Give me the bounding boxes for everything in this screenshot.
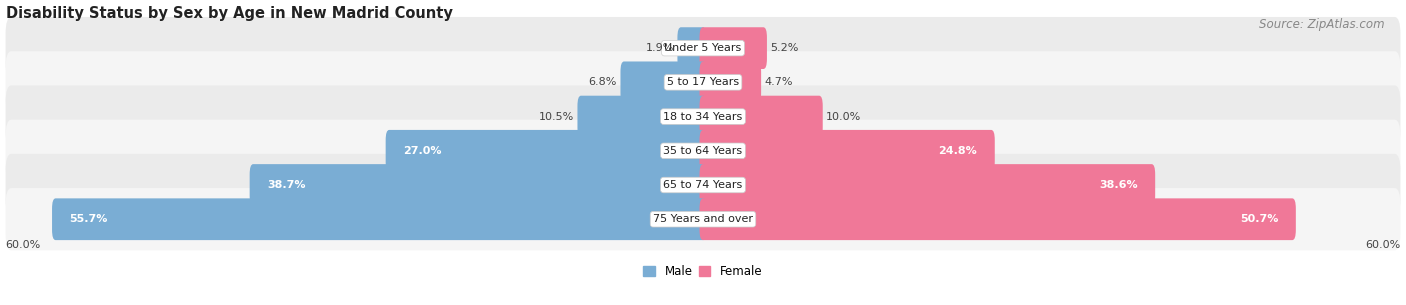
Text: 50.7%: 50.7% (1240, 214, 1278, 224)
FancyBboxPatch shape (6, 188, 1400, 250)
FancyBboxPatch shape (700, 96, 823, 138)
FancyBboxPatch shape (6, 154, 1400, 216)
FancyBboxPatch shape (385, 130, 706, 172)
FancyBboxPatch shape (52, 198, 706, 240)
FancyBboxPatch shape (700, 130, 995, 172)
Text: 35 to 64 Years: 35 to 64 Years (664, 146, 742, 156)
Text: Under 5 Years: Under 5 Years (665, 43, 741, 53)
Text: 75 Years and over: 75 Years and over (652, 214, 754, 224)
Text: 10.0%: 10.0% (827, 112, 862, 122)
Text: 5.2%: 5.2% (770, 43, 799, 53)
Text: 10.5%: 10.5% (538, 112, 574, 122)
Text: 1.9%: 1.9% (645, 43, 673, 53)
Text: Disability Status by Sex by Age in New Madrid County: Disability Status by Sex by Age in New M… (6, 5, 453, 20)
Text: 65 to 74 Years: 65 to 74 Years (664, 180, 742, 190)
Text: 38.6%: 38.6% (1099, 180, 1137, 190)
Text: Source: ZipAtlas.com: Source: ZipAtlas.com (1260, 18, 1385, 31)
FancyBboxPatch shape (6, 85, 1400, 148)
Text: 60.0%: 60.0% (6, 240, 41, 250)
FancyBboxPatch shape (6, 17, 1400, 79)
Text: 60.0%: 60.0% (1365, 240, 1400, 250)
FancyBboxPatch shape (620, 62, 706, 103)
FancyBboxPatch shape (700, 198, 1296, 240)
FancyBboxPatch shape (700, 27, 766, 69)
Text: 27.0%: 27.0% (404, 146, 441, 156)
FancyBboxPatch shape (578, 96, 706, 138)
Text: 18 to 34 Years: 18 to 34 Years (664, 112, 742, 122)
Text: 55.7%: 55.7% (69, 214, 108, 224)
FancyBboxPatch shape (700, 164, 1156, 206)
FancyBboxPatch shape (700, 62, 761, 103)
Text: 38.7%: 38.7% (267, 180, 305, 190)
Text: 24.8%: 24.8% (939, 146, 977, 156)
FancyBboxPatch shape (6, 51, 1400, 113)
FancyBboxPatch shape (250, 164, 706, 206)
Text: 4.7%: 4.7% (765, 77, 793, 87)
Text: 5 to 17 Years: 5 to 17 Years (666, 77, 740, 87)
FancyBboxPatch shape (678, 27, 706, 69)
FancyBboxPatch shape (6, 120, 1400, 182)
Legend: Male, Female: Male, Female (638, 260, 768, 283)
Text: 6.8%: 6.8% (589, 77, 617, 87)
